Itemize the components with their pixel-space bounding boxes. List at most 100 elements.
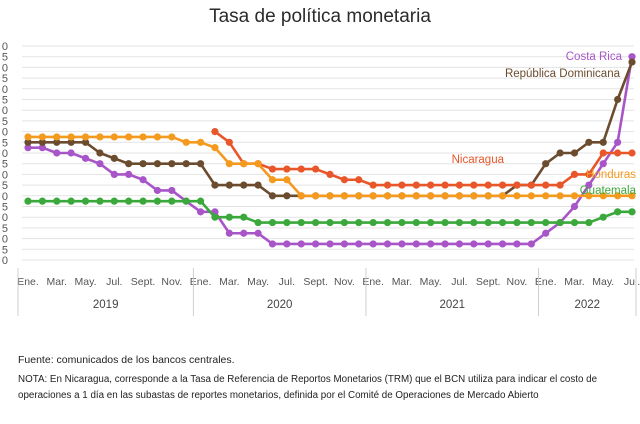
data-point-republica-dominicana	[53, 138, 61, 146]
data-point-honduras	[268, 176, 277, 184]
data-point-guatemala	[599, 213, 607, 221]
data-point-honduras	[427, 192, 435, 200]
series-line-nicaragua	[214, 130, 632, 187]
data-point-guatemala	[556, 218, 564, 227]
series-label-nicaragua: Nicaragua	[452, 154, 505, 166]
source-note: Fuente: comunicados de los bancos centra…	[18, 354, 235, 366]
series-line-costa-rica	[28, 56, 634, 246]
data-point-nicaragua	[312, 165, 320, 173]
data-point-guatemala	[527, 218, 535, 227]
data-point-costa-rica	[340, 240, 348, 248]
y-tick-label: 0	[2, 169, 8, 181]
data-point-honduras	[240, 160, 248, 168]
data-point-guatemala	[498, 218, 507, 227]
x-tick-label: Sept.	[476, 276, 501, 288]
data-point-guatemala	[398, 218, 406, 227]
data-point-guatemala	[614, 208, 622, 216]
data-point-republica-dominicana	[570, 149, 579, 157]
data-point-guatemala	[326, 218, 334, 227]
data-point-guatemala	[585, 218, 593, 227]
data-point-guatemala	[355, 218, 363, 227]
data-point-nicaragua	[585, 170, 593, 178]
data-point-costa-rica	[110, 170, 118, 178]
data-point-nicaragua	[398, 181, 406, 189]
data-point-costa-rica	[125, 170, 133, 178]
x-tick-label: Ene.	[362, 276, 384, 288]
series-label-guatemala: Guatemala	[580, 185, 637, 197]
data-point-costa-rica	[67, 149, 75, 157]
data-point-costa-rica	[427, 240, 435, 248]
y-tick-label: 5	[2, 137, 8, 149]
data-point-honduras	[599, 192, 607, 200]
data-point-nicaragua	[470, 181, 478, 189]
data-point-republica-dominicana	[24, 138, 32, 146]
data-point-guatemala	[196, 197, 205, 205]
data-point-honduras	[225, 160, 233, 168]
data-point-honduras	[38, 133, 46, 141]
data-point-honduras	[340, 192, 348, 200]
data-point-costa-rica	[498, 240, 507, 248]
data-point-costa-rica	[268, 240, 277, 248]
data-point-costa-rica	[81, 154, 90, 162]
data-point-nicaragua	[369, 181, 377, 189]
data-point-nicaragua	[383, 181, 392, 189]
x-tick-label: Ene.	[17, 276, 39, 288]
year-label: 2022	[574, 299, 600, 311]
data-point-honduras	[585, 192, 593, 200]
x-tick-label: Nov.	[334, 276, 355, 288]
data-point-honduras	[455, 192, 464, 200]
data-point-republica-dominicana	[196, 160, 205, 168]
data-point-guatemala	[484, 218, 492, 227]
series-line-honduras	[28, 135, 632, 198]
data-point-nicaragua	[225, 138, 233, 146]
data-point-costa-rica	[527, 240, 535, 248]
data-point-guatemala	[240, 213, 248, 221]
data-point-republica-dominicana	[268, 192, 277, 200]
data-point-honduras	[297, 192, 305, 200]
data-point-honduras	[355, 192, 363, 200]
y-tick-label: 5	[2, 223, 8, 235]
data-point-guatemala	[455, 218, 464, 227]
y-tick-label: 5	[2, 95, 8, 107]
data-point-honduras	[498, 192, 507, 200]
data-point-nicaragua	[527, 181, 535, 189]
data-point-guatemala	[297, 218, 305, 227]
data-point-honduras	[513, 192, 521, 200]
data-point-costa-rica	[369, 240, 377, 248]
data-point-guatemala	[139, 197, 147, 205]
data-point-republica-dominicana	[125, 160, 133, 168]
data-point-honduras	[53, 133, 61, 141]
y-tick-label: 0	[2, 62, 8, 74]
data-point-nicaragua	[441, 181, 449, 189]
data-point-costa-rica	[38, 144, 46, 152]
data-point-guatemala	[441, 218, 449, 227]
data-point-guatemala	[53, 197, 61, 205]
data-point-guatemala	[470, 218, 478, 227]
data-point-honduras	[570, 192, 579, 200]
data-point-nicaragua	[340, 176, 348, 184]
data-point-costa-rica	[24, 144, 32, 152]
data-point-guatemala	[340, 218, 348, 227]
data-point-republica-dominicana	[153, 160, 162, 168]
data-point-guatemala	[110, 197, 118, 205]
data-point-guatemala	[283, 218, 291, 227]
data-point-nicaragua	[542, 181, 550, 189]
data-point-nicaragua	[614, 149, 622, 157]
x-tick-label: Mar.	[47, 276, 67, 288]
data-point-honduras	[326, 192, 334, 200]
data-point-republica-dominicana	[556, 149, 564, 157]
data-point-honduras	[110, 133, 118, 141]
y-tick-label: 5	[2, 180, 8, 192]
data-point-honduras	[614, 192, 622, 200]
data-point-nicaragua	[412, 181, 420, 189]
data-point-honduras	[168, 133, 176, 141]
data-point-costa-rica	[570, 202, 579, 211]
data-point-costa-rica	[53, 149, 61, 157]
data-point-guatemala	[513, 218, 521, 227]
data-point-costa-rica	[628, 53, 636, 61]
methodology-note: NOTA: En Nicaragua, corresponde a la Tas…	[18, 374, 598, 401]
series-label-republica-dominicana: República Dominicana	[505, 68, 621, 80]
data-point-nicaragua	[498, 181, 507, 189]
x-tick-label: Jul.	[279, 276, 295, 288]
x-tick-label: May.	[592, 276, 614, 288]
